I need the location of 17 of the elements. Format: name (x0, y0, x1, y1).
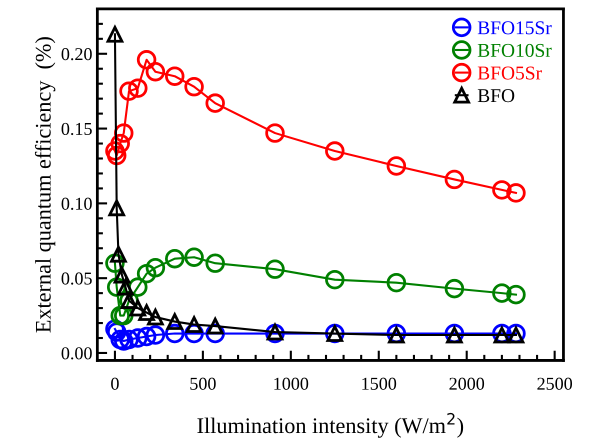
y-tick-label: 0.05 (62, 272, 92, 285)
x-tick-label: 500 (190, 378, 216, 390)
x-tick-label: 2000 (449, 378, 484, 390)
legend-label: BFO15Sr (478, 21, 552, 34)
x-tick-label: 2500 (537, 378, 572, 390)
legend-label: BFO10Sr (478, 44, 552, 57)
legend-label: BFO5Sr (478, 66, 542, 80)
y-tick-label: 0.15 (62, 122, 92, 136)
x-tick-label: 1500 (362, 378, 396, 390)
y-tick-label: 0.10 (62, 198, 92, 210)
x-tick-label: 1000 (274, 378, 308, 390)
y-axis-title: External quantum efficiency (%) (34, 37, 56, 333)
x-axis-title: Illumination intensity (W/m$^{2}$) (197, 412, 464, 438)
y-tick-label: 0.20 (62, 48, 92, 60)
legend-label: BFO (478, 89, 514, 102)
x-tick-label: 0 (111, 378, 119, 390)
y-tick-label: 0.00 (62, 347, 92, 360)
